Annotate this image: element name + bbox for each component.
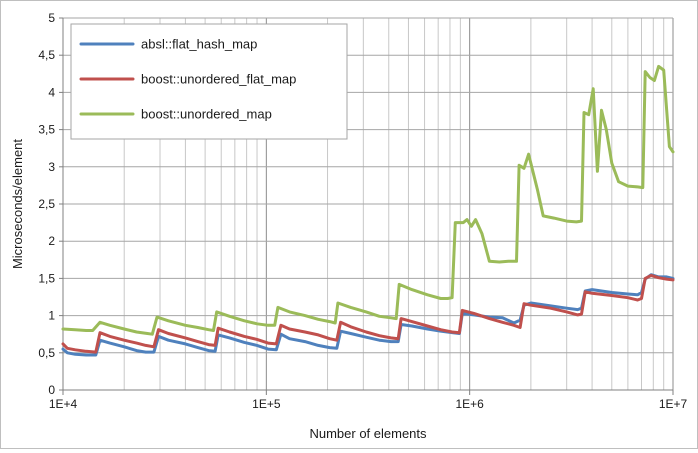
y-axis-title: Microseconds/element (10, 139, 25, 269)
series-line-3 (61, 64, 675, 336)
x-tick-label: 1E+6 (455, 397, 484, 411)
legend-label-2: boost::unordered_flat_map (141, 72, 296, 87)
y-tick-label: 0 (48, 383, 55, 397)
x-tick-label: 1E+7 (659, 397, 688, 411)
y-tick-label: 5 (48, 11, 55, 25)
y-tick-label: 0,5 (38, 346, 55, 360)
y-tick-label: 3,5 (38, 123, 55, 137)
series-layer (61, 64, 675, 357)
legend-items: absl::flat_hash_mapboost::unordered_flat… (79, 37, 296, 122)
legend-label-1: absl::flat_hash_map (141, 37, 257, 52)
y-tick-label: 2,5 (38, 197, 55, 211)
tick-label-layer: 0 0,5 1 1,5 2 2,5 3 3,5 4 4,5 5 1E+4 1E+5 1E+6 1E+7 (38, 11, 687, 411)
y-tick-label: 2 (48, 234, 55, 248)
x-axis-title: Number of elements (309, 426, 427, 441)
legend: absl::flat_hash_mapboost::unordered_flat… (70, 23, 348, 140)
y-tick-label: 4,5 (38, 48, 55, 62)
y-tick-label: 1,5 (38, 271, 55, 285)
legend-label-3: boost::unordered_map (141, 107, 272, 122)
x-tick-label: 1E+5 (252, 397, 281, 411)
y-tick-label: 3 (48, 160, 55, 174)
y-tick-label: 4 (48, 85, 55, 99)
series-line-2 (61, 273, 675, 354)
y-tick-label: 1 (48, 309, 55, 323)
x-tick-label: 1E+4 (49, 397, 78, 411)
